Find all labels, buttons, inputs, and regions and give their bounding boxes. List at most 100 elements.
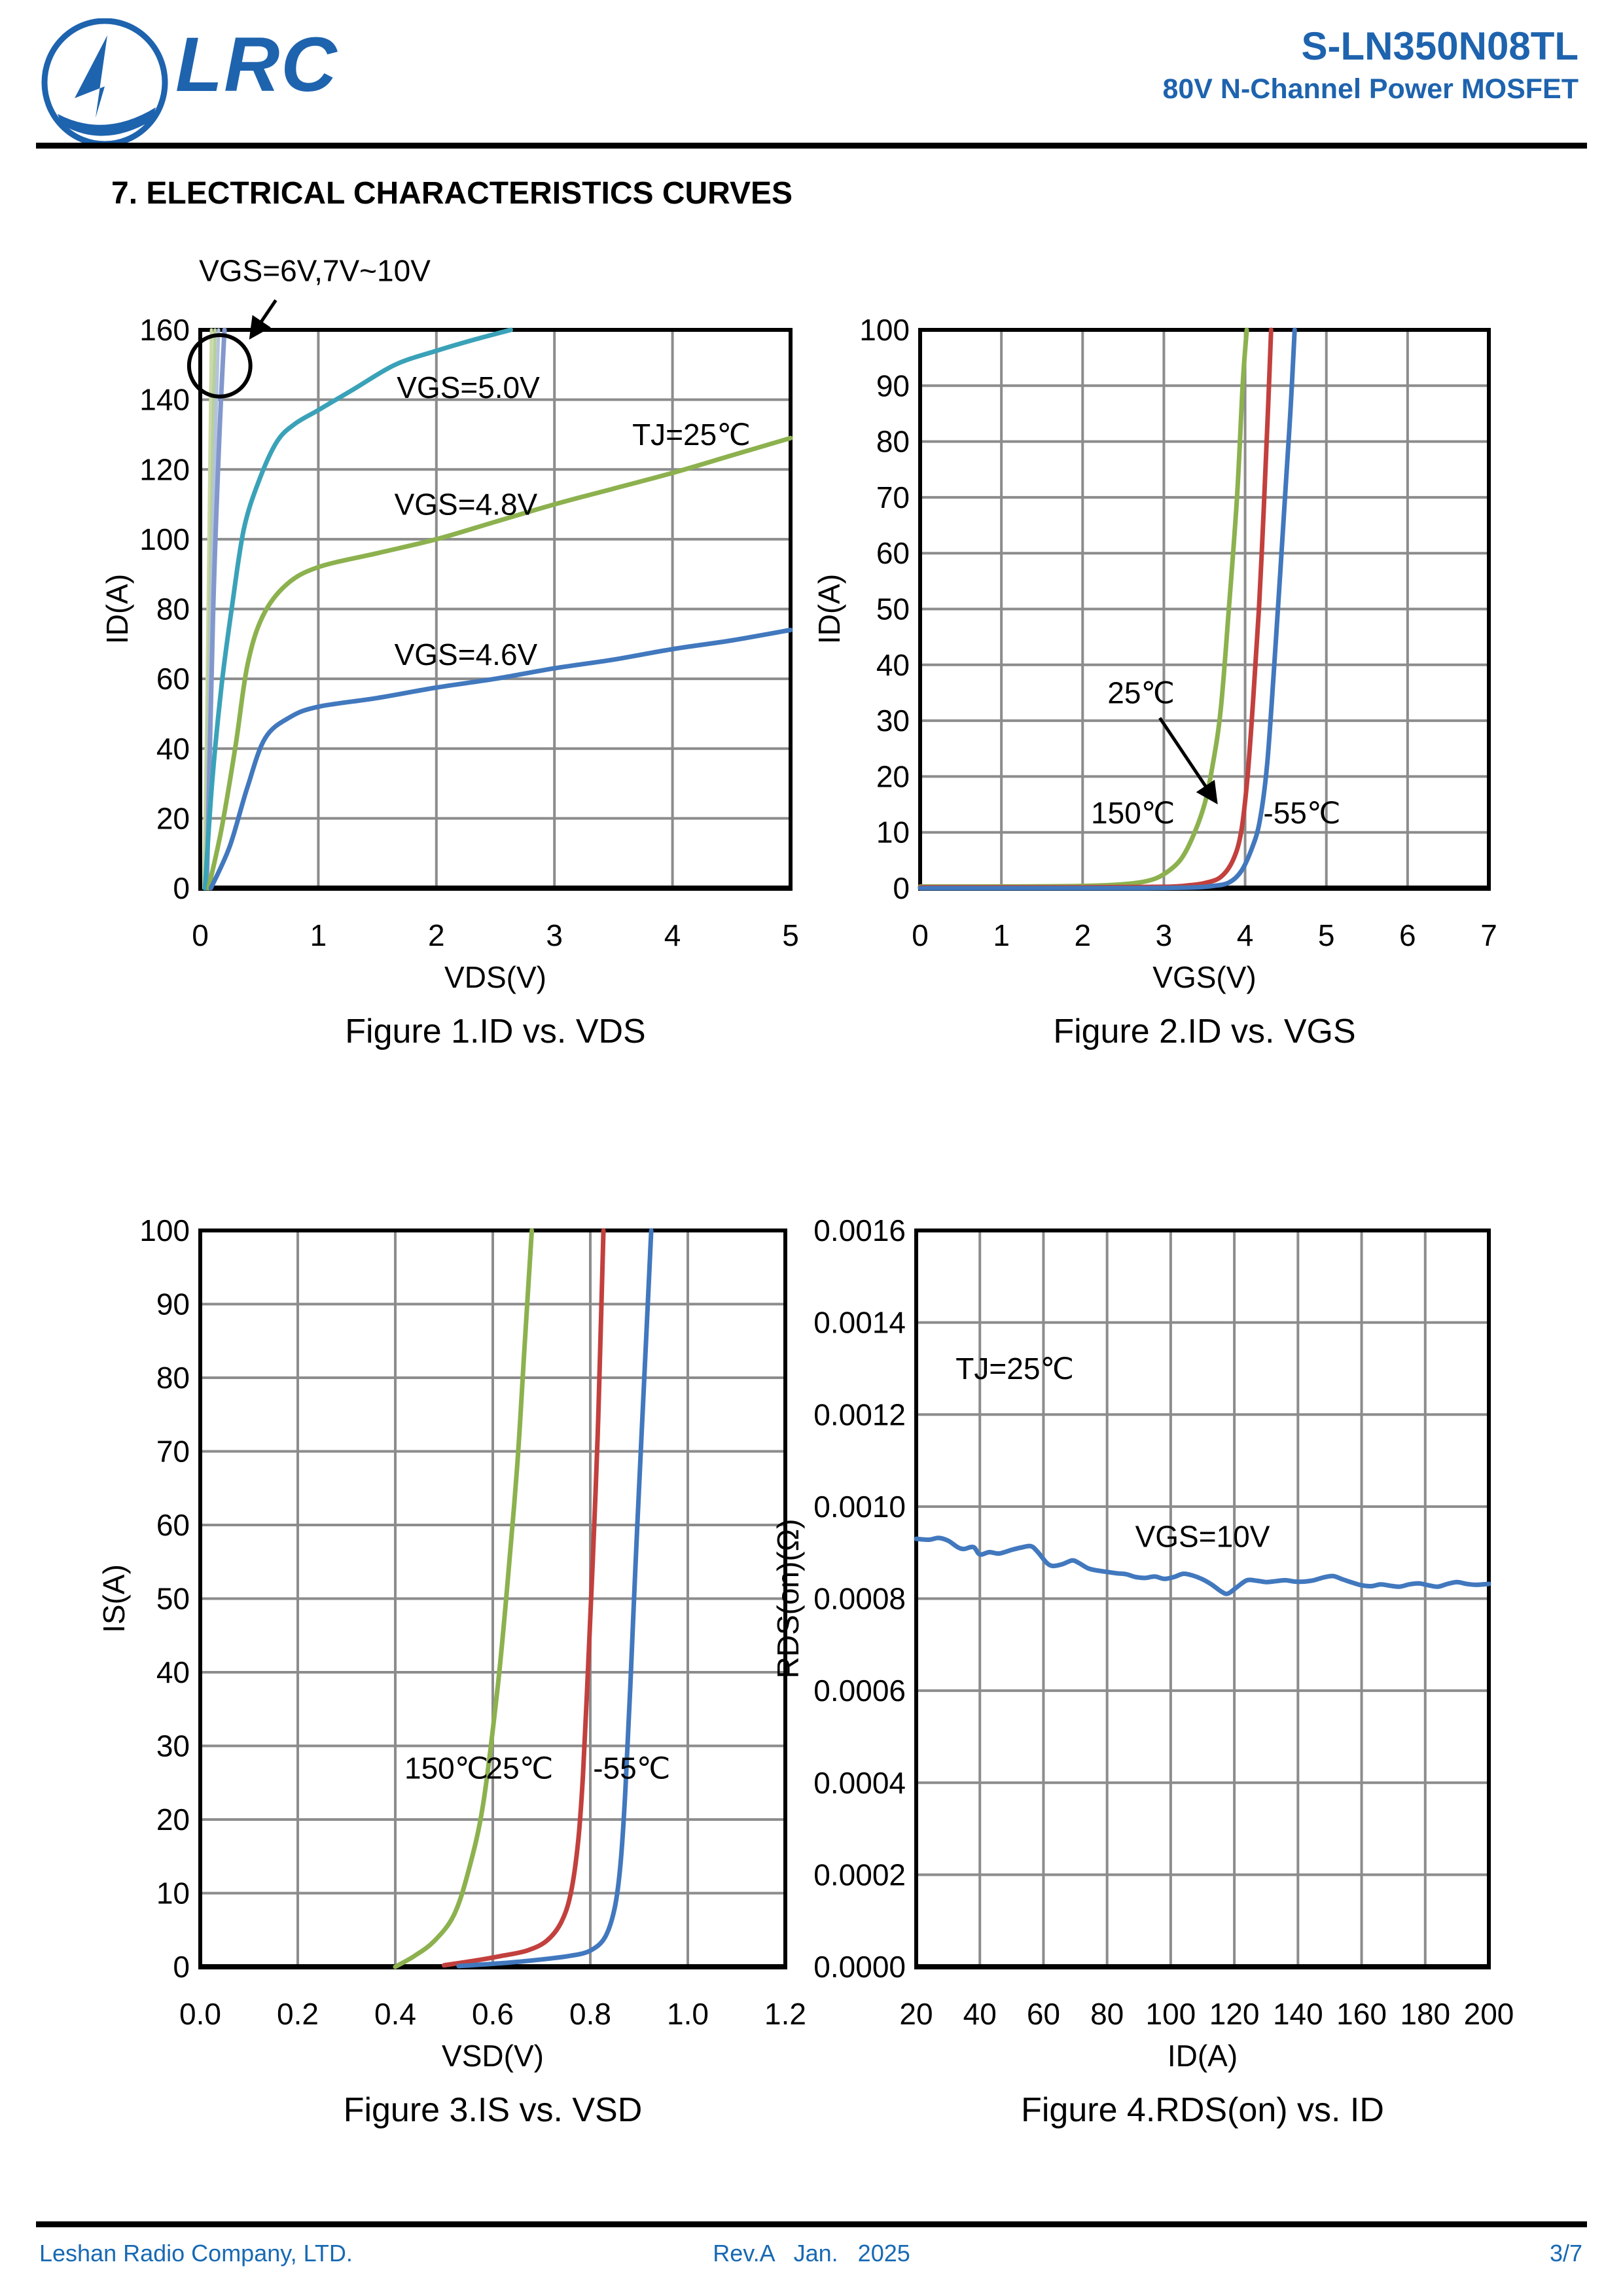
y-tick-label: 50 — [156, 1582, 190, 1616]
x-tick-label: 2 — [1074, 918, 1091, 952]
y-tick-label: 50 — [876, 592, 910, 626]
x-tick-label: 4 — [1237, 918, 1254, 952]
y-tick-label: 140 — [139, 383, 190, 417]
annotation-text: TJ=25℃ — [632, 418, 751, 452]
figure-1-series-vgs-6v-7v-10v-line-4 — [204, 327, 227, 891]
x-axis-label: VDS(V) — [444, 960, 546, 994]
y-tick-label: 0.0016 — [813, 1213, 906, 1247]
x-tick-label: 0.0 — [179, 1997, 221, 2031]
figure-2-series--55- — [918, 327, 1297, 891]
figure-caption: Figure 2.ID vs. VGS — [1053, 1013, 1355, 1050]
x-tick-label: 80 — [1090, 1997, 1124, 2031]
y-tick-label: 30 — [876, 704, 910, 738]
annotation-arrow — [1158, 717, 1218, 805]
y-tick-label: 100 — [139, 1213, 190, 1247]
y-tick-label: 10 — [876, 816, 910, 850]
y-tick-label: 70 — [156, 1435, 190, 1469]
y-tick-label: 160 — [139, 313, 190, 347]
x-tick-label: 0.4 — [374, 1997, 416, 2031]
y-tick-label: 90 — [156, 1287, 190, 1321]
annotation-ellipse — [187, 332, 253, 399]
x-tick-label: 1 — [993, 918, 1010, 952]
footer-page-number: 3/7 — [1549, 2240, 1582, 2267]
x-tick-label: 0 — [192, 918, 209, 952]
figure-caption: Figure 1.ID vs. VDS — [345, 1013, 645, 1050]
y-tick-label: 40 — [156, 1655, 190, 1689]
figure-1-series-vgs-4.8v — [206, 435, 793, 891]
annotation-text: VGS=5.0V — [397, 370, 540, 404]
x-tick-label: 60 — [1027, 1997, 1060, 2031]
y-axis-label: ID(A) — [812, 574, 846, 644]
y-tick-label: 20 — [876, 759, 910, 793]
x-tick-label: 4 — [664, 918, 681, 952]
y-tick-label: 80 — [156, 1361, 190, 1395]
y-tick-label: 20 — [156, 1803, 190, 1837]
y-tick-label: 40 — [156, 732, 190, 766]
x-tick-label: 0.6 — [472, 1997, 514, 2031]
annotation-text: -55℃ — [1263, 796, 1340, 830]
lrc-logo-icon — [41, 18, 168, 147]
logo-text: LRC — [175, 22, 338, 108]
annotation-text: -55℃ — [593, 1751, 670, 1785]
y-tick-label: 0 — [893, 871, 910, 905]
x-tick-label: 5 — [782, 918, 799, 952]
x-tick-label: 3 — [546, 918, 563, 952]
x-tick-label: 2 — [428, 918, 445, 952]
figure-3-series-150- — [393, 1228, 535, 1969]
figure-4: 20 40 60 80 100 120 140 160 180 200 0.0000 0.0002 0.… — [771, 1213, 1514, 2129]
y-tick-label: 70 — [876, 480, 910, 514]
x-tick-label: 5 — [1318, 918, 1335, 952]
annotation-text: VGS=6V,7V~10V — [199, 253, 431, 287]
x-tick-label: 180 — [1400, 1997, 1450, 2031]
y-tick-label: 0.0002 — [813, 1857, 906, 1892]
x-tick-label: 120 — [1209, 1997, 1260, 2031]
y-tick-label: 30 — [156, 1729, 190, 1763]
y-tick-label: 0 — [173, 871, 190, 905]
y-tick-label: 0.0000 — [813, 1950, 906, 1984]
y-tick-label: 0 — [173, 1950, 190, 1984]
x-tick-label: 0.2 — [277, 1997, 319, 2031]
y-tick-label: 60 — [156, 1508, 190, 1542]
figure-3: 0.0 0.2 0.4 0.6 0.8 1.0 1.2 0 10 20 30 40 50 60 70 80 90… — [97, 1213, 806, 2129]
figure-4-series-vgs-10v — [914, 1535, 1491, 1596]
y-tick-label: 120 — [139, 452, 190, 486]
y-tick-label: 0.0014 — [813, 1306, 906, 1340]
y-tick-label: 0.0006 — [813, 1674, 906, 1708]
section-title: 7. ELECTRICAL CHARACTERISTICS CURVES — [111, 176, 793, 211]
annotation-text: 25℃ — [486, 1751, 554, 1785]
figure-3-series-25- — [442, 1228, 606, 1968]
y-tick-label: 0.0004 — [813, 1766, 906, 1800]
y-tick-label: 0.0012 — [813, 1397, 906, 1431]
y-axis-label: RDS(on)(Ω) — [771, 1519, 805, 1679]
y-tick-label: 90 — [876, 368, 910, 403]
x-tick-label: 20 — [899, 1997, 933, 2031]
x-tick-label: 40 — [963, 1997, 997, 2031]
footer-revision: Rev.A Jan. 2025 — [713, 2240, 910, 2267]
x-tick-label: 140 — [1273, 1997, 1323, 2031]
y-axis-label: IS(A) — [97, 1564, 131, 1633]
figure-caption: Figure 3.IS vs. VSD — [344, 2091, 643, 2129]
y-tick-label: 60 — [876, 536, 910, 570]
x-axis-label: VGS(V) — [1152, 960, 1256, 994]
y-tick-label: 80 — [876, 425, 910, 459]
figure-1-series-vgs-4.6v — [208, 628, 793, 891]
annotation-text: 150℃ — [404, 1751, 488, 1785]
annotation-text: VGS=4.6V — [395, 637, 538, 672]
y-tick-label: 10 — [156, 1876, 190, 1910]
x-tick-label: 1 — [310, 918, 327, 952]
x-tick-label: 1.2 — [764, 1997, 806, 2031]
part-number: S-LN350N08TL — [1301, 24, 1578, 68]
annotation-text: VGS=4.8V — [395, 488, 538, 522]
figure-1: 0 1 2 3 4 5 0 20 40 60 80 100 120 140 160 VDS(V) ID(A) Fi… — [100, 253, 799, 1050]
y-tick-label: 80 — [156, 592, 190, 626]
x-tick-label: 0.8 — [569, 1997, 611, 2031]
x-tick-label: 3 — [1156, 918, 1173, 952]
annotation-arrow — [249, 299, 277, 340]
x-tick-label: 1.0 — [667, 1997, 709, 2031]
annotation-text: VGS=10V — [1135, 1520, 1270, 1554]
x-tick-label: 200 — [1464, 1997, 1514, 2031]
x-tick-label: 160 — [1336, 1997, 1387, 2031]
y-tick-label: 100 — [139, 522, 190, 556]
